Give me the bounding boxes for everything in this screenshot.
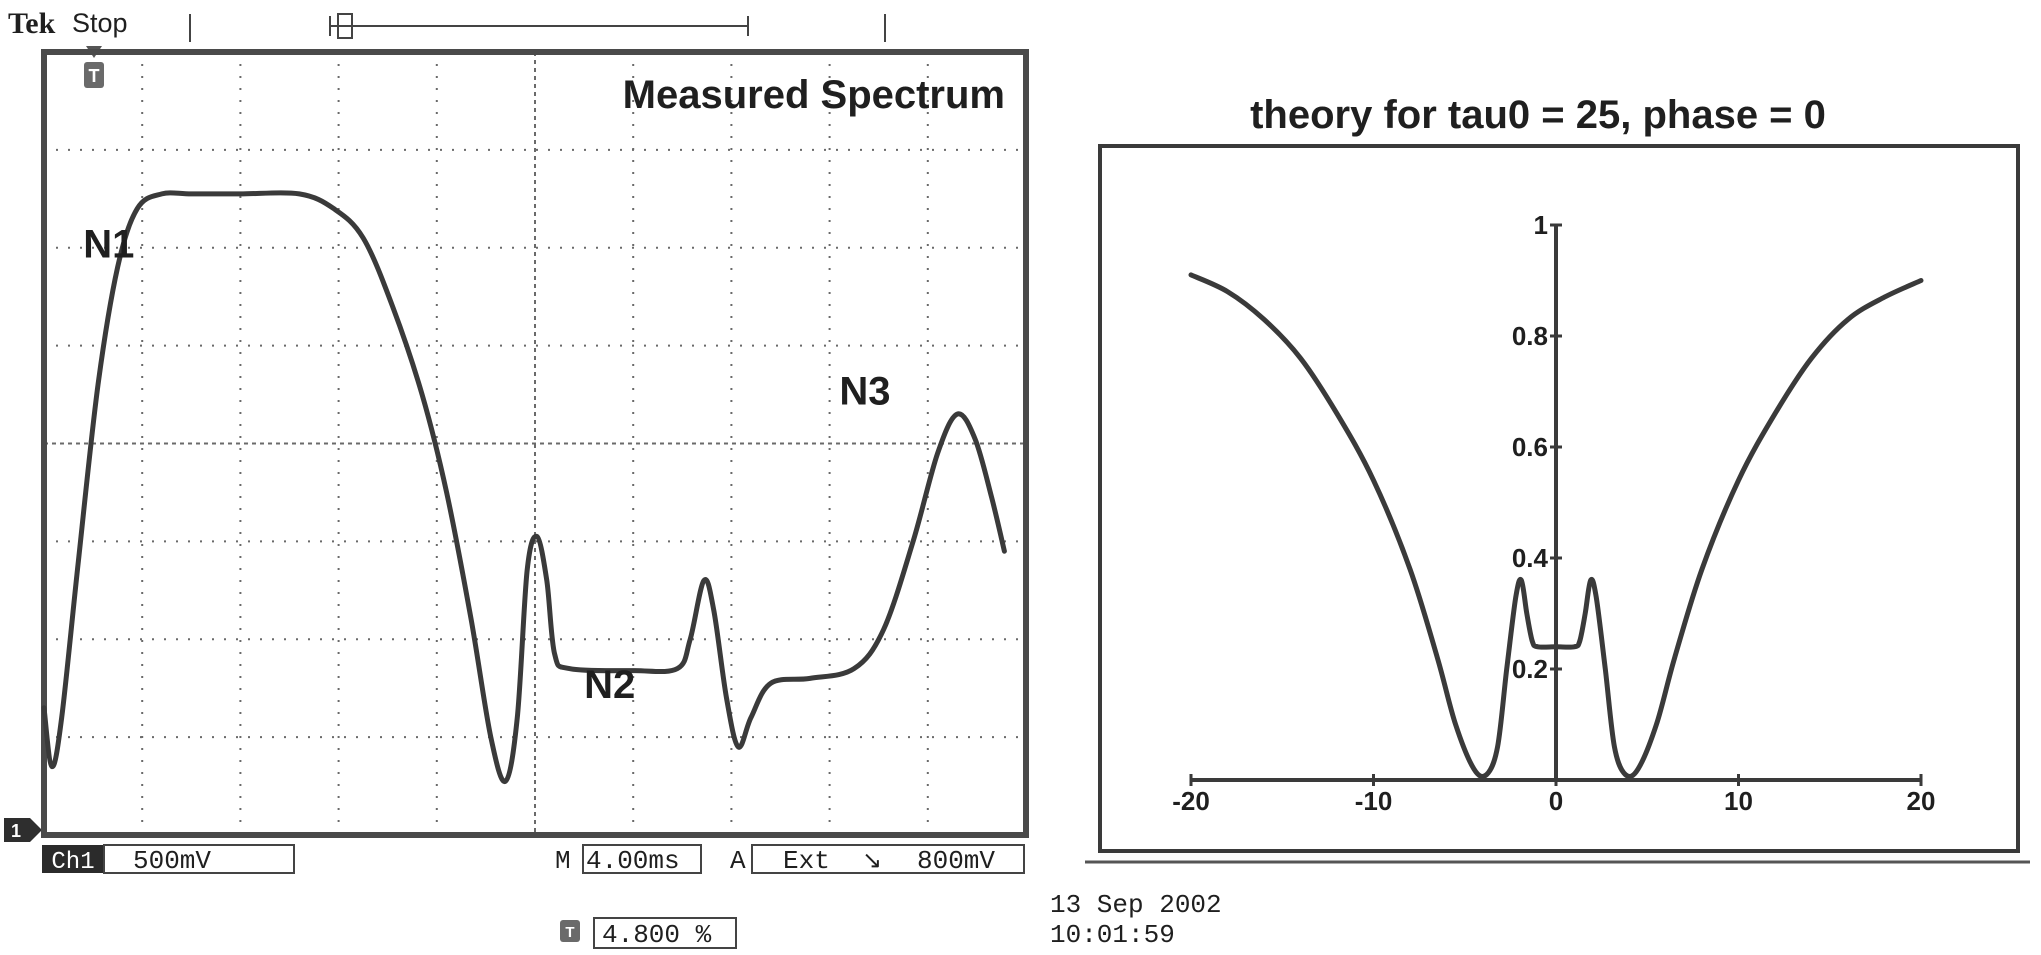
trigger-level: 800mV [917, 846, 995, 876]
acquisition-state: Stop [72, 8, 128, 38]
channel-1-ground-marker-icon: 1 [4, 818, 42, 842]
scope-frame [41, 49, 1029, 838]
theory-plot: -20 -10 0 10 20 0.2 0.4 0.6 0.8 1 [1172, 210, 1935, 816]
trigger-position-value: 4.800 % [602, 920, 712, 950]
volts-per-div: 500mV [133, 846, 211, 876]
trigger-box [751, 844, 1025, 874]
theory-y-tick-label: 1 [1534, 210, 1548, 240]
theory-frame [1098, 144, 2020, 853]
theory-x-tick-label: -10 [1355, 786, 1393, 816]
peak-label-n2: N2 [584, 663, 635, 707]
theory-x-tick-label: 0 [1549, 786, 1563, 816]
measured-spectrum-plot: Measured Spectrum N1 N2 N3 [41, 49, 1029, 838]
theory-y-tick-label: 0.2 [1512, 654, 1548, 684]
trigger-slope-icon: ↘ [862, 847, 882, 874]
a-label: A [730, 846, 746, 876]
theory-y-tick-label: 0.6 [1512, 432, 1548, 462]
theory-series-line-1 [1188, 272, 1924, 780]
trigger-readout: A Ext ↘ 800mV [730, 844, 1025, 876]
trigger-source: Ext [783, 846, 830, 876]
peak-label-n3: N3 [839, 369, 890, 413]
m-label: M [555, 846, 571, 876]
peak-label-n1: N1 [83, 223, 134, 267]
theory-x-tick-label: -20 [1172, 786, 1210, 816]
time-per-div: 4.00ms [586, 846, 680, 876]
capture-time: 10:01:59 [1050, 920, 1175, 950]
theory-y-tick-label: 0.4 [1512, 543, 1549, 573]
trigger-position-readout: T 4.800 % [560, 917, 737, 950]
theory-title: theory for tau0 = 25, phase = 0 [1250, 93, 1826, 137]
svg-text:1: 1 [11, 821, 21, 841]
ch1-label: Ch1 [51, 849, 94, 876]
trigger-position-box [593, 917, 737, 949]
capture-date: 13 Sep 2002 [1050, 890, 1222, 920]
ch1-badge [42, 845, 104, 873]
scope-trace [41, 190, 1007, 784]
theory-x-tick-label: 20 [1907, 786, 1936, 816]
volts-box [103, 844, 295, 874]
svg-text:T: T [89, 66, 100, 86]
theory-trace [1188, 272, 1924, 780]
trigger-position-icon [560, 920, 580, 942]
theory-x-tick-label: 10 [1724, 786, 1753, 816]
scope-graticule [44, 52, 1026, 835]
timebase-box [582, 844, 702, 874]
timebase-readout: M 4.00ms [555, 844, 702, 876]
svg-text:T: T [565, 924, 574, 941]
brand-label: Tek [8, 7, 56, 40]
scope-title: Measured Spectrum [623, 73, 1005, 117]
record-view-bar [329, 13, 749, 39]
peak-labels: N1 N2 N3 [83, 223, 890, 707]
channel-readout: Ch1 500mV [42, 844, 295, 876]
theory-y-tick-label: 0.8 [1512, 321, 1548, 351]
scope-series-line-1 [41, 190, 1007, 784]
theory-axes: -20 -10 0 10 20 0.2 0.4 0.6 0.8 1 [1172, 210, 1935, 816]
